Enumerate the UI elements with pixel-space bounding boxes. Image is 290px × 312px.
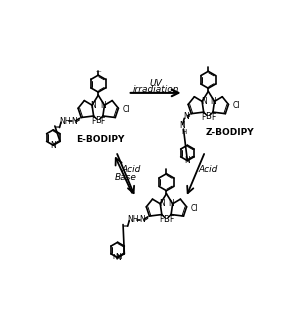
Text: N: N bbox=[210, 97, 216, 106]
Text: NH: NH bbox=[127, 215, 139, 224]
Text: F: F bbox=[160, 215, 164, 224]
Text: B: B bbox=[205, 112, 211, 121]
Text: F: F bbox=[101, 117, 105, 126]
Text: NH: NH bbox=[59, 117, 71, 126]
Text: N: N bbox=[139, 215, 145, 224]
Text: F: F bbox=[91, 117, 96, 126]
Text: Cl: Cl bbox=[122, 105, 130, 114]
Text: H: H bbox=[181, 129, 186, 135]
Text: —: — bbox=[95, 70, 101, 75]
Text: Acid: Acid bbox=[199, 165, 218, 174]
Text: NH: NH bbox=[113, 254, 123, 260]
Text: F: F bbox=[169, 215, 173, 224]
Text: =: = bbox=[122, 223, 128, 229]
Text: N: N bbox=[159, 199, 165, 208]
Text: N: N bbox=[183, 112, 189, 121]
Text: F: F bbox=[211, 113, 215, 122]
Text: Z-BODIPY: Z-BODIPY bbox=[206, 128, 254, 137]
Text: Cl: Cl bbox=[191, 204, 198, 213]
Text: B: B bbox=[164, 215, 169, 224]
Text: N: N bbox=[50, 141, 56, 150]
Text: N: N bbox=[201, 97, 206, 106]
Text: N: N bbox=[179, 121, 185, 130]
Text: =: = bbox=[54, 124, 60, 130]
Text: Acid: Acid bbox=[121, 165, 140, 174]
Text: N: N bbox=[100, 101, 106, 110]
Text: N: N bbox=[184, 156, 190, 165]
Text: N: N bbox=[115, 253, 121, 262]
Text: B: B bbox=[95, 116, 101, 125]
Text: F: F bbox=[202, 113, 206, 122]
Text: irradiation: irradiation bbox=[132, 85, 179, 94]
Text: UV: UV bbox=[149, 79, 162, 88]
Text: N: N bbox=[91, 101, 97, 110]
Text: Base: Base bbox=[115, 173, 137, 182]
Text: E-BODIPY: E-BODIPY bbox=[76, 134, 125, 144]
Text: Cl: Cl bbox=[232, 101, 240, 110]
Text: N: N bbox=[168, 199, 174, 208]
Text: N: N bbox=[71, 117, 77, 126]
